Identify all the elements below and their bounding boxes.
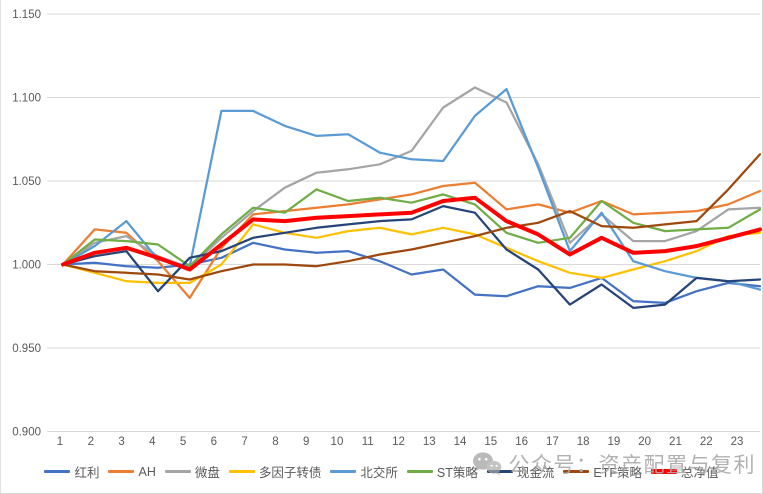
x-axis-label: 6 — [211, 436, 217, 448]
legend-item-多因子转债: 多因子转债 — [228, 462, 322, 481]
x-axis-label: 4 — [149, 436, 156, 448]
legend-item-红利: 红利 — [44, 462, 99, 481]
legend-swatch — [228, 470, 255, 473]
x-axis-label: 10 — [331, 436, 344, 448]
x-axis-label: 15 — [484, 436, 497, 448]
x-axis-label: 2 — [88, 436, 94, 448]
x-axis-label: 9 — [303, 436, 309, 448]
legend: 红利 AH 微盘 多因子转债 北交所 ST策略 现金流 ETF策略 总净值 — [1, 462, 762, 481]
y-axis-label: 1.050 — [12, 176, 41, 188]
legend-label: 微盘 — [194, 466, 220, 480]
x-axis-label: 3 — [118, 436, 124, 448]
series-line-现金流 — [61, 204, 762, 310]
legend-item-总净值: 总净值 — [651, 462, 719, 481]
y-axis-label: 0.900 — [12, 427, 41, 439]
y-axis-label: 1.100 — [12, 93, 41, 105]
y-axis-label: 0.950 — [12, 343, 41, 355]
x-axis-label: 23 — [731, 436, 744, 448]
legend-swatch — [108, 470, 135, 473]
x-axis-label: 22 — [700, 436, 713, 448]
series-line-ETF策略 — [61, 153, 762, 281]
legend-label: 多因子转债 — [258, 466, 322, 480]
legend-item-ETF策略: ETF策略 — [563, 462, 642, 481]
legend-label: 现金流 — [516, 466, 555, 480]
x-axis-label: 13 — [423, 436, 436, 448]
series-line-AH — [61, 181, 762, 300]
y-axis-label: 1.150 — [12, 9, 41, 21]
series-line-总净值 — [61, 195, 762, 272]
legend-item-微盘: 微盘 — [164, 462, 220, 481]
x-axis-label: 7 — [241, 436, 247, 448]
x-axis-label: 14 — [454, 436, 467, 448]
x-axis-label: 20 — [638, 436, 651, 448]
legend-swatch — [563, 470, 590, 473]
legend-swatch — [651, 469, 678, 474]
legend-swatch — [406, 470, 433, 473]
legend-label: 北交所 — [360, 466, 398, 480]
legend-item-现金流: 现金流 — [486, 462, 555, 481]
series-line-多因子转债 — [61, 223, 762, 285]
legend-swatch — [486, 470, 513, 473]
legend-swatch — [330, 470, 357, 473]
legend-label: AH — [138, 464, 156, 479]
x-axis-label: 21 — [669, 436, 682, 448]
legend-label: ETF策略 — [593, 466, 643, 480]
x-axis-label: 17 — [546, 436, 559, 448]
legend-label: 红利 — [74, 466, 100, 480]
legend-item-北交所: 北交所 — [330, 462, 398, 481]
x-axis-label: 19 — [608, 436, 621, 448]
legend-label: 总净值 — [681, 466, 719, 480]
x-axis-label: 18 — [577, 436, 590, 448]
x-axis-label: 11 — [362, 436, 374, 448]
y-axis-label: 1.000 — [12, 260, 41, 272]
legend-item-AH: AH — [108, 464, 156, 479]
legend-swatch — [44, 470, 71, 473]
series-line-微盘 — [61, 86, 762, 269]
x-axis-label: 12 — [392, 436, 405, 448]
legend-swatch — [164, 470, 191, 473]
x-axis-label: 16 — [515, 436, 528, 448]
legend-label: ST策略 — [436, 466, 478, 480]
x-axis-label: 1 — [57, 436, 63, 448]
x-axis-label: 8 — [272, 436, 278, 448]
legend-item-ST策略: ST策略 — [406, 462, 478, 481]
x-axis-label: 5 — [180, 436, 186, 448]
series-line-ST策略 — [61, 188, 762, 268]
